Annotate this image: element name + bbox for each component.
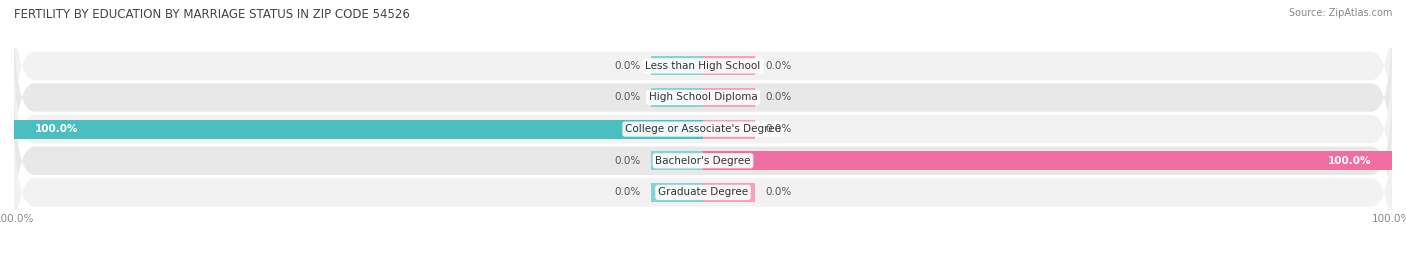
Bar	[651, 151, 703, 170]
Bar	[651, 56, 703, 75]
Text: 0.0%: 0.0%	[765, 187, 792, 197]
FancyBboxPatch shape	[14, 17, 1392, 178]
Bar	[703, 151, 1392, 170]
Text: 0.0%: 0.0%	[765, 61, 792, 71]
Text: 0.0%: 0.0%	[614, 156, 641, 166]
Text: Bachelor's Degree: Bachelor's Degree	[655, 156, 751, 166]
Text: 0.0%: 0.0%	[765, 93, 792, 102]
FancyBboxPatch shape	[14, 0, 1392, 147]
Bar	[703, 183, 755, 202]
FancyBboxPatch shape	[14, 48, 1392, 210]
FancyBboxPatch shape	[14, 112, 1392, 269]
Text: 0.0%: 0.0%	[614, 61, 641, 71]
Text: High School Diploma: High School Diploma	[648, 93, 758, 102]
Text: 0.0%: 0.0%	[614, 187, 641, 197]
Bar	[14, 120, 703, 139]
Text: FERTILITY BY EDUCATION BY MARRIAGE STATUS IN ZIP CODE 54526: FERTILITY BY EDUCATION BY MARRIAGE STATU…	[14, 8, 411, 21]
Bar	[651, 88, 703, 107]
Bar	[703, 120, 755, 139]
Text: College or Associate's Degree: College or Associate's Degree	[626, 124, 780, 134]
Text: 0.0%: 0.0%	[614, 93, 641, 102]
Text: 100.0%: 100.0%	[1327, 156, 1371, 166]
Bar	[651, 183, 703, 202]
Text: 100.0%: 100.0%	[35, 124, 79, 134]
Text: 0.0%: 0.0%	[765, 124, 792, 134]
Bar	[703, 56, 755, 75]
Bar	[703, 88, 755, 107]
Text: Source: ZipAtlas.com: Source: ZipAtlas.com	[1288, 8, 1392, 18]
FancyBboxPatch shape	[14, 80, 1392, 242]
Text: Less than High School: Less than High School	[645, 61, 761, 71]
Text: Graduate Degree: Graduate Degree	[658, 187, 748, 197]
